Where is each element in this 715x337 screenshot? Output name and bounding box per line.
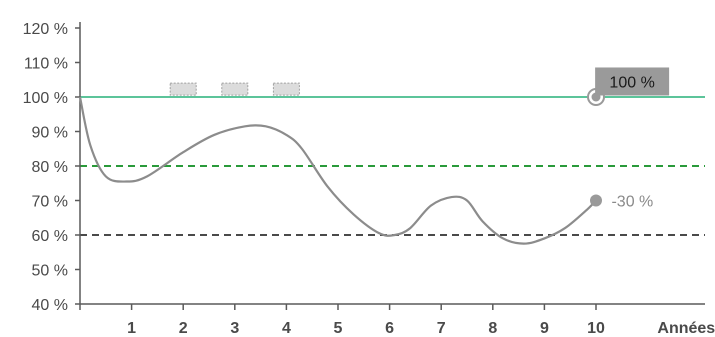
y-tick-label: 120 % — [23, 21, 68, 38]
y-tick-label: 100 % — [23, 90, 68, 107]
series-lines — [78, 96, 597, 245]
point-markers — [587, 88, 605, 207]
y-axis-ticks: 40 % 50 % 60 % 70 % 80 % 90 % 100 % 110 % 120 % — [23, 21, 80, 314]
x-tick-label: 7 — [437, 320, 446, 337]
dot-marker — [590, 194, 602, 207]
placeholder-box — [169, 82, 197, 96]
x-tick-label: 10 — [587, 320, 605, 337]
x-tick-label: 6 — [385, 320, 394, 337]
x-tick-label: 8 — [488, 320, 497, 337]
y-tick-label: 90 % — [32, 125, 68, 142]
x-tick-label: 1 — [127, 320, 136, 337]
x-tick-label: 3 — [230, 320, 239, 337]
placeholder-box — [272, 82, 300, 96]
y-tick-label: 70 % — [32, 194, 68, 211]
x-tick-label: 4 — [282, 320, 291, 337]
x-tick-label: 2 — [179, 320, 188, 337]
axes — [79, 22, 705, 305]
reference-lines — [80, 96, 705, 236]
x-axis-ticks: 1 2 3 4 5 6 7 8 9 10 — [79, 304, 605, 337]
series-line-0 — [78, 96, 597, 245]
annotations: 100 % -30 % — [595, 67, 670, 211]
end-label: -30 % — [611, 194, 653, 211]
x-tick-label: 5 — [334, 320, 343, 337]
x-tick-label: 9 — [540, 320, 549, 337]
y-tick-label: 40 % — [32, 297, 68, 314]
x-axis-title: Années — [657, 320, 715, 337]
y-tick-label: 50 % — [32, 263, 68, 280]
placeholder-boxes — [169, 82, 300, 96]
callout-box — [595, 67, 670, 96]
y-tick-label: 110 % — [24, 56, 68, 73]
placeholder-box — [221, 82, 249, 96]
callout-label: 100 % — [609, 74, 654, 91]
y-tick-label: 60 % — [32, 228, 68, 245]
y-tick-label: 80 % — [32, 159, 68, 176]
